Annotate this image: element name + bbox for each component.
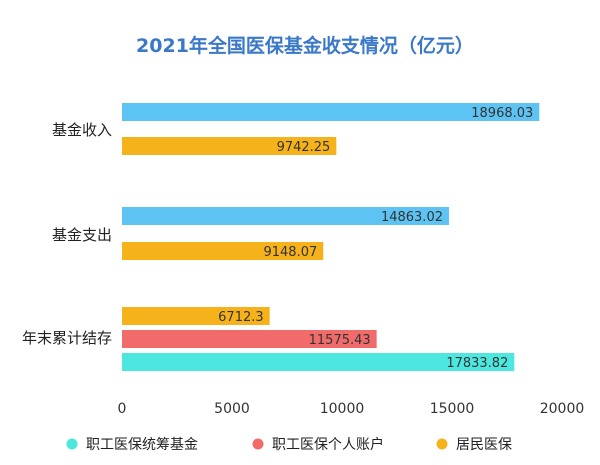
bar xyxy=(122,103,540,121)
data-label: 14863.02 xyxy=(381,210,443,225)
data-label: 11575.43 xyxy=(309,333,371,348)
bars: 18968.03 9742.25 14863.02 9148.07 6712.3 1157… xyxy=(122,103,540,371)
data-label: 18968.03 xyxy=(471,106,533,121)
bar xyxy=(122,242,324,260)
x-tick-label: 20000 xyxy=(540,401,585,417)
legend-label: 职工医保个人账户 xyxy=(272,436,384,453)
category-label: 基金支出 xyxy=(52,226,112,244)
legend-marker xyxy=(66,438,78,450)
data-label: 17833.82 xyxy=(446,356,508,371)
bar xyxy=(122,207,449,225)
x-tick-label: 5000 xyxy=(214,401,250,417)
category-label: 基金收入 xyxy=(52,121,112,139)
chart-title: 2021年全国医保基金收支情况（亿元） xyxy=(136,34,474,57)
data-label: 9742.25 xyxy=(277,140,331,155)
legend-marker xyxy=(252,438,264,450)
x-tick-label: 10000 xyxy=(320,401,365,417)
bar xyxy=(122,353,515,371)
category-label: 年末累计结存 xyxy=(22,329,112,347)
x-axis-ticks: 0 5000 10000 15000 20000 xyxy=(118,401,585,417)
bar xyxy=(122,330,377,348)
data-label: 6712.3 xyxy=(218,310,264,325)
x-tick-label: 15000 xyxy=(430,401,475,417)
x-tick-label: 0 xyxy=(118,401,127,417)
legend: 职工医保统筹基金 职工医保个人账户 居民医保 xyxy=(66,436,512,453)
bar xyxy=(122,307,270,325)
legend-label: 居民医保 xyxy=(456,437,512,453)
legend-label: 职工医保统筹基金 xyxy=(86,436,198,453)
legend-marker xyxy=(436,438,448,450)
data-label: 9148.07 xyxy=(263,245,317,260)
bar xyxy=(122,137,337,155)
